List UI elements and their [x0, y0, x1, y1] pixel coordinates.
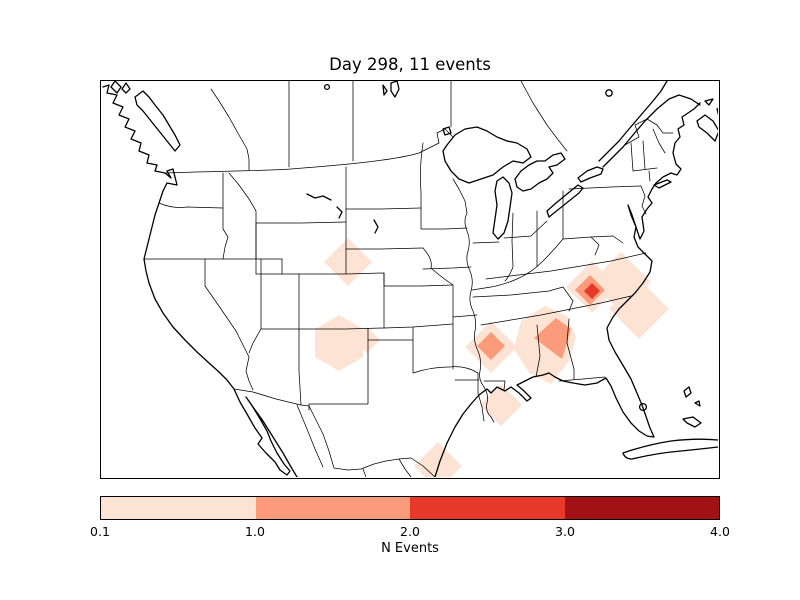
colorbar [100, 496, 720, 520]
colorbar-segment-3 [410, 497, 565, 519]
colorbar-segment-1 [101, 497, 256, 519]
event-cell-polygon [584, 283, 600, 299]
event-cell-polygon [480, 384, 522, 426]
event-cell-polygon [324, 238, 372, 286]
colorbar-axis-label: N Events [381, 541, 439, 556]
event-cell-polygon [315, 315, 363, 371]
colorbar-tick-label: 1.0 [245, 524, 265, 539]
plot-title: Day 298, 11 events [329, 55, 491, 74]
event-cell-polygon [534, 318, 571, 359]
colorbar-tick-label: 2.0 [400, 524, 420, 539]
event-cell-polygon [609, 279, 669, 339]
colorbar-tick-label: 4.0 [710, 524, 730, 539]
event-cell-polygon [477, 332, 505, 360]
us-map [102, 81, 718, 477]
colorbar-segment-4 [564, 497, 719, 519]
coastlines [102, 81, 718, 477]
state-borders [143, 81, 674, 477]
event-cell-polygon [414, 442, 462, 477]
colorbar-tick-label: 3.0 [555, 524, 575, 539]
event-cells [315, 238, 669, 477]
map-axes [100, 80, 720, 479]
colorbar-tick-label: 0.1 [90, 524, 110, 539]
colorbar-segment-2 [255, 497, 410, 519]
event-cell-polygon [354, 327, 380, 353]
